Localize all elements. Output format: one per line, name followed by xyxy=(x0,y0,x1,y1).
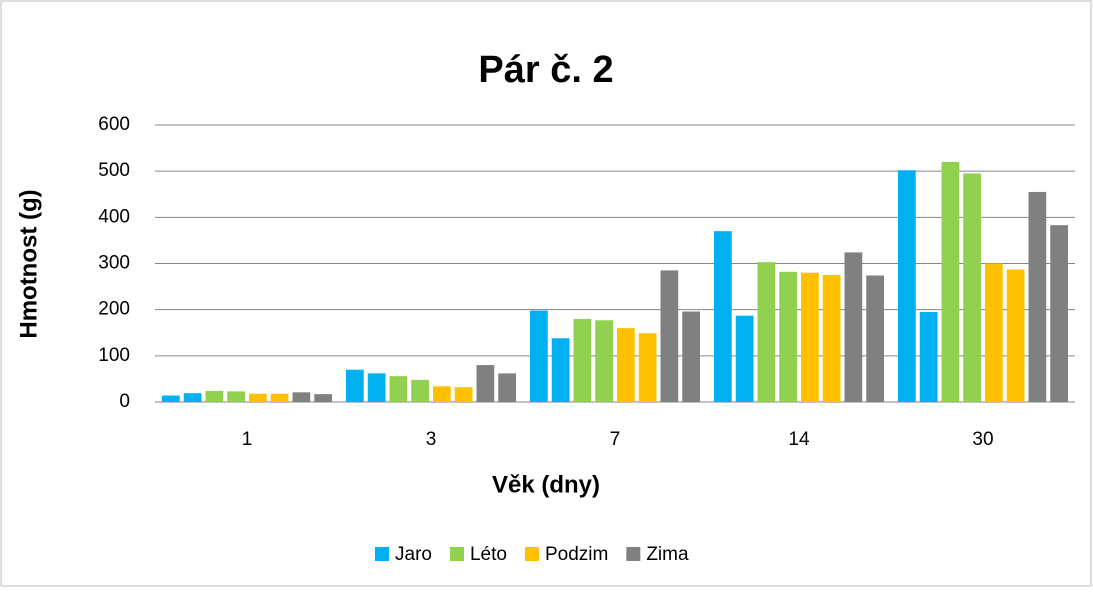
bar xyxy=(1006,269,1025,402)
bar xyxy=(530,310,548,402)
bar xyxy=(757,262,776,402)
bar xyxy=(735,315,754,402)
bar xyxy=(367,373,386,402)
x-tick-label: 1 xyxy=(242,429,253,450)
bar xyxy=(660,270,679,402)
x-tick-label: 3 xyxy=(426,429,437,450)
bar xyxy=(595,320,613,402)
bar xyxy=(866,275,884,402)
bar xyxy=(183,393,202,402)
bar xyxy=(498,373,516,402)
bar xyxy=(1028,191,1047,402)
bar xyxy=(227,391,245,402)
bar xyxy=(270,393,289,402)
bar xyxy=(476,365,495,402)
bar xyxy=(389,376,408,402)
legend-swatch xyxy=(524,547,539,561)
y-tick-label: 400 xyxy=(98,206,130,227)
legend-label: Podzim xyxy=(545,544,608,565)
legend-label: Léto xyxy=(470,544,507,565)
y-tick-label: 200 xyxy=(98,299,130,320)
bar xyxy=(963,173,981,402)
bar xyxy=(898,170,916,402)
legend-swatch xyxy=(449,547,464,561)
y-tick-label: 500 xyxy=(98,160,130,181)
y-tick-label: 100 xyxy=(98,345,130,366)
y-tick-label: 0 xyxy=(119,391,130,412)
bar xyxy=(941,161,960,402)
bar xyxy=(433,386,451,402)
legend-label: Jaro xyxy=(395,544,432,565)
bar xyxy=(779,271,797,402)
x-tick-label: 30 xyxy=(972,429,993,450)
x-tick-label: 14 xyxy=(788,429,810,450)
bar xyxy=(638,333,657,402)
y-tick-label: 300 xyxy=(98,253,130,274)
bar xyxy=(314,394,332,402)
bar xyxy=(346,369,364,402)
chart-title: Pár č. 2 xyxy=(478,49,613,91)
bar xyxy=(844,252,863,402)
bar xyxy=(551,338,570,402)
bar xyxy=(617,328,635,402)
bar xyxy=(162,395,180,402)
bar xyxy=(249,393,267,402)
bar xyxy=(801,272,819,402)
y-axis-label: Hmotnost (g) xyxy=(15,189,42,338)
bar xyxy=(454,387,473,402)
legend-swatch xyxy=(626,547,641,561)
bar xyxy=(919,311,938,402)
bar xyxy=(822,275,841,402)
bar xyxy=(573,318,592,402)
bar xyxy=(411,379,429,402)
bar xyxy=(205,390,224,402)
x-axis-label: Věk (dny) xyxy=(492,471,600,498)
x-tick-label: 7 xyxy=(610,429,621,450)
legend-swatch xyxy=(375,547,389,561)
bar xyxy=(292,392,311,402)
y-tick-label: 600 xyxy=(98,114,130,135)
bar xyxy=(682,311,700,402)
bar xyxy=(1050,225,1068,402)
legend-label: Zima xyxy=(646,544,689,565)
bar xyxy=(714,231,732,402)
bar xyxy=(985,263,1003,402)
